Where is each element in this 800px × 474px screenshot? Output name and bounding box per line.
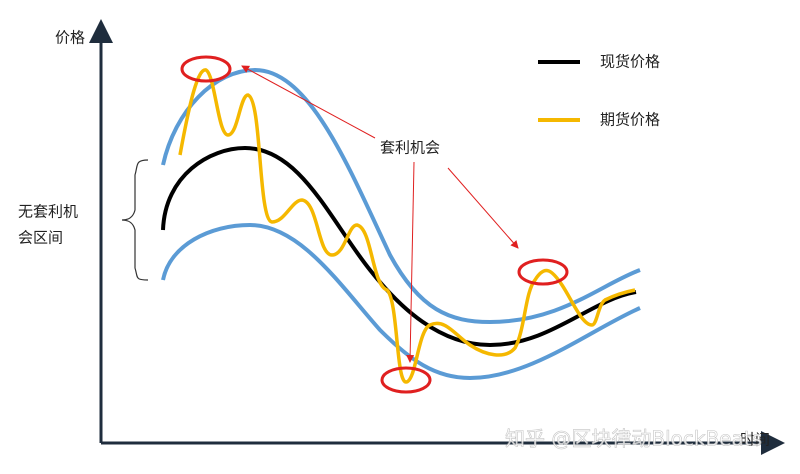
- watermark: 知乎 @区块律动BlockBeats: [505, 427, 762, 451]
- legend-label: 期货价格: [600, 111, 660, 129]
- band-label: 会区间: [18, 229, 63, 247]
- annotation-arrow: [241, 65, 376, 139]
- annotation: 套利机会: [380, 139, 440, 157]
- band-label: 无套利机: [18, 203, 78, 221]
- x-label: 时间: [740, 431, 770, 449]
- opportunity-marker: [180, 55, 232, 83]
- legend-label: 现货价格: [600, 53, 660, 71]
- y-label: 价格: [55, 29, 85, 47]
- futures-line: [178, 68, 636, 384]
- upper-band: [161, 67, 641, 325]
- band-bracket: [121, 159, 149, 281]
- opportunity-marker: [517, 258, 569, 286]
- spot-line: [161, 145, 637, 348]
- annotation-arrow: [406, 161, 415, 363]
- annotation-arrow: [447, 167, 519, 249]
- lower-band: [161, 222, 641, 381]
- opportunity-marker: [380, 366, 432, 394]
